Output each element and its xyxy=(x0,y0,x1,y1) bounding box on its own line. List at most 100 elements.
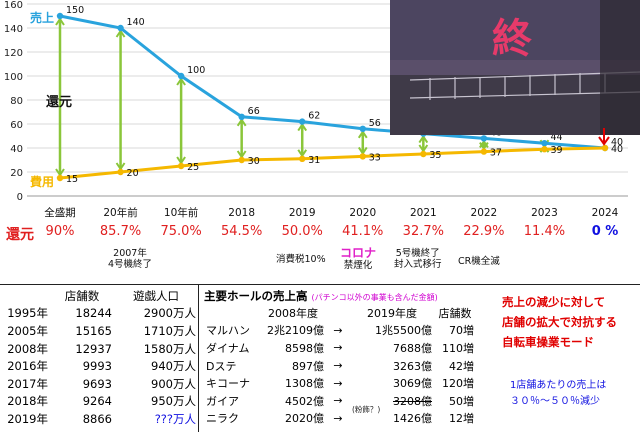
y-tick-label: 140 xyxy=(4,24,23,35)
table-row: 2019年 8866 ???万人 xyxy=(2,410,198,428)
row-store-count: 8866 xyxy=(82,411,112,426)
x-tick-label: 2018 xyxy=(228,207,255,219)
hall-2019: 1兆5500億 xyxy=(375,324,432,338)
data-point xyxy=(56,12,64,20)
row-store-count: 15165 xyxy=(75,323,112,338)
table-row: 2008年 12937 1580万人 xyxy=(2,340,198,358)
arrow-icon: → xyxy=(333,359,343,373)
data-label: 33 xyxy=(369,152,381,163)
data-point xyxy=(177,72,185,80)
x-tick-label: 2021 xyxy=(410,207,437,219)
note-gou5: 5号機終了 封入式移行 xyxy=(394,248,442,270)
data-point xyxy=(117,168,124,176)
note-corona-text: コロナ xyxy=(340,246,377,260)
data-label: 56 xyxy=(369,118,381,129)
return-value: 90% xyxy=(45,224,75,239)
red-line-3: 自転車操業モード xyxy=(502,335,594,349)
table-row: ダイナム 8598億 → 7688億 110増 xyxy=(204,339,476,357)
x-tick-label: 2023 xyxy=(531,207,558,219)
dubious-note: (粉飾？) xyxy=(352,405,381,414)
data-label: 140 xyxy=(127,17,145,28)
row-players-unknown: ???万人 xyxy=(154,411,196,426)
hall-name: ニラク xyxy=(206,412,239,426)
data-point xyxy=(238,113,245,121)
row-players: 2900万人 xyxy=(143,306,196,321)
data-point xyxy=(541,140,548,147)
data-label: 25 xyxy=(187,162,199,173)
row-store-count: 9693 xyxy=(82,376,112,391)
chart-series xyxy=(56,12,609,182)
note-cr: CR機全滅 xyxy=(458,256,500,267)
x-tick-labels: 全盛期 20年前 10年前 2018 2019 2020 2021 2022 2023 2024 xyxy=(44,206,618,219)
data-labels: 1501401006662565248444015202530313335373… xyxy=(66,5,623,185)
table-row: 2016年 9993 940万人 xyxy=(2,357,198,375)
hall-store-delta: 50増 xyxy=(449,394,474,408)
row-store-count: 9993 xyxy=(82,359,112,374)
row-year: 2008年 xyxy=(7,341,48,356)
table-row: 2018年 9264 950万人 xyxy=(2,393,198,411)
return-value: 11.4% xyxy=(523,224,566,239)
y-tick-label: 0 xyxy=(17,192,23,203)
header-store-count: 店舗数 xyxy=(64,288,100,303)
arrow-icon: → xyxy=(333,341,343,355)
x-tick-label: 全盛期 xyxy=(44,206,76,219)
return-value: 41.1% xyxy=(342,224,384,239)
return-row-label: 還元 xyxy=(6,227,34,243)
table-row: Dステ 897億 → 3263億 42増 xyxy=(204,357,476,375)
hall-2008: 2020億 xyxy=(285,412,324,426)
data-point xyxy=(359,153,366,160)
row-year: 2018年 xyxy=(7,394,48,409)
series-label-cost: 費用 xyxy=(30,174,54,189)
hall-title: 主要ホールの売上高 xyxy=(204,289,308,303)
y-tick-labels: 0 20 40 60 80 100 120 140 160 xyxy=(4,0,23,203)
data-point xyxy=(420,150,427,158)
arrow-icon: → xyxy=(333,376,343,390)
hall-name: マルハン xyxy=(206,324,250,338)
red-commentary: 売上の減少に対して 店舗の拡大で対抗する 自転車操業モード xyxy=(502,292,617,352)
note-smoking-text: 禁煙化 xyxy=(343,260,373,271)
data-label: 44 xyxy=(550,132,562,143)
row-year: 2017年 xyxy=(7,376,48,391)
data-point xyxy=(601,144,609,152)
section-divider-top xyxy=(0,284,640,285)
row-year: 2019年 xyxy=(7,411,48,426)
hall-2019-struck: 3208億 xyxy=(393,394,432,408)
return-value: 22.9% xyxy=(463,224,505,239)
data-label: 150 xyxy=(66,5,84,16)
return-value: 50.0% xyxy=(281,224,323,239)
table-row: 2017年 9693 900万人 xyxy=(2,375,198,393)
arrow-icon: → xyxy=(333,323,343,337)
red-line-1: 売上の減少に対して xyxy=(502,295,606,309)
row-players: 1710万人 xyxy=(143,323,196,338)
data-point xyxy=(299,118,306,125)
hall-2008: 4502億 xyxy=(285,394,324,408)
hall-table-header: 2008年度 2019年度 店舗数 xyxy=(204,304,476,322)
closed-sign-kanji: 終 xyxy=(492,16,532,62)
hall-store-delta: 12増 xyxy=(449,412,474,426)
row-players: 1580万人 xyxy=(143,341,196,356)
y-tick-label: 20 xyxy=(10,168,23,179)
hall-subtitle: (パチンコ以外の事業も含んだ金額) xyxy=(311,293,438,302)
header-2008: 2008年度 xyxy=(268,306,318,320)
header-store-delta: 店舗数 xyxy=(438,306,472,320)
note-2007-year: 2007年 xyxy=(113,248,147,259)
hall-2008: 1308億 xyxy=(285,377,324,391)
data-point xyxy=(56,174,64,182)
hall-2008: 2兆2109億 xyxy=(267,324,324,338)
y-tick-label: 80 xyxy=(10,96,23,107)
header-2019: 2019年度 xyxy=(367,306,417,320)
x-tick-label: 2019 xyxy=(289,207,316,219)
data-label: 31 xyxy=(308,155,320,166)
y-tick-label: 40 xyxy=(10,144,23,155)
return-value-final: 0 % xyxy=(591,224,619,239)
photo-closed-sign: 終 xyxy=(390,0,640,135)
final-red-arrow xyxy=(598,128,610,146)
hall-store-delta: 70増 xyxy=(449,324,474,338)
y-tick-label: 100 xyxy=(4,72,23,83)
series-line-cost xyxy=(59,146,606,180)
blue-commentary: 1店舗あたりの売上は ３０％～５０％減少 xyxy=(510,378,606,410)
x-tick-label: 2022 xyxy=(471,207,498,219)
row-players: 940万人 xyxy=(151,359,196,374)
hall-name: ダイナム xyxy=(206,341,250,355)
